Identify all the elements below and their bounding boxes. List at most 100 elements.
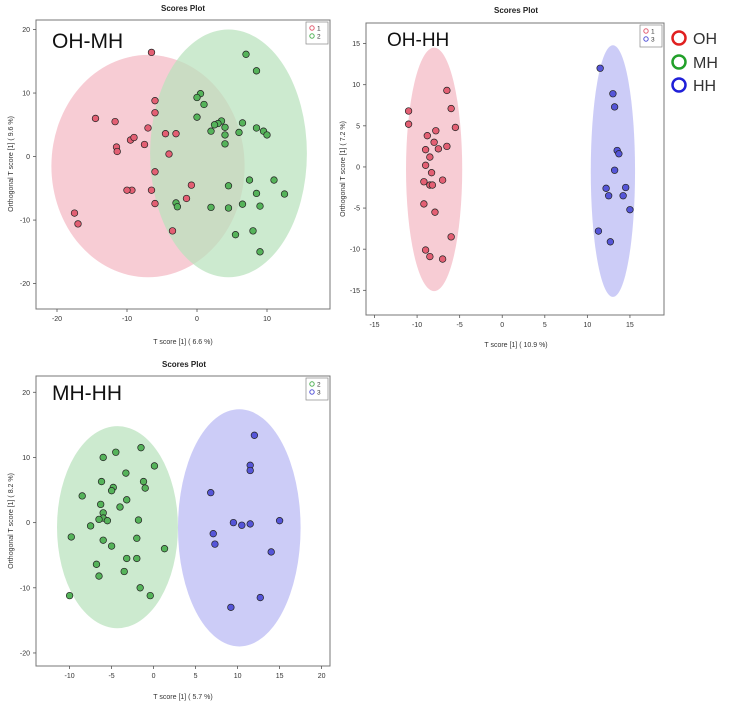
data-point-series-2	[238, 119, 247, 127]
x-tick-label: -10	[122, 316, 132, 323]
x-tick-label: 15	[276, 673, 284, 680]
data-point-series-1	[434, 145, 443, 153]
data-point-series-1	[438, 255, 447, 263]
y-tick-label: -10	[20, 218, 30, 225]
x-tick-label: 0	[195, 316, 199, 323]
data-point-series-1	[182, 194, 191, 203]
data-point-series-3	[246, 520, 254, 528]
data-point-series-1	[187, 181, 196, 189]
data-point-series-1	[70, 209, 79, 217]
point-layer	[65, 431, 284, 611]
group-legend: OH MH HH	[671, 30, 718, 95]
oh-marker-icon	[671, 30, 687, 46]
legend-marker-icon	[643, 36, 649, 42]
x-axis-label: T score [1] ( 10.9 %)	[484, 342, 547, 349]
data-point-series-2	[245, 176, 254, 184]
y-tick-label: -10	[20, 585, 30, 592]
data-point-series-2	[252, 189, 261, 198]
data-point-series-1	[443, 142, 451, 151]
data-point-series-2	[252, 67, 261, 75]
y-axis-label: Orthogonal T score [1] ( 8.2 %)	[8, 473, 15, 569]
data-point-series-2	[173, 203, 182, 211]
data-point-series-2	[207, 203, 215, 212]
data-point-series-2	[221, 140, 229, 148]
hh-marker-icon	[671, 77, 687, 93]
mh-marker-icon	[671, 54, 687, 70]
data-point-series-1	[420, 200, 428, 208]
data-point-series-1	[432, 127, 440, 135]
data-point-series-2	[86, 522, 95, 530]
data-point-series-1	[113, 147, 121, 156]
panel-label: MH-HH	[52, 382, 122, 405]
data-point-series-2	[123, 554, 131, 563]
group-legend-label: MH	[693, 55, 718, 72]
data-point-series-2	[231, 231, 240, 239]
data-point-series-1	[140, 140, 149, 149]
data-point-series-2	[256, 248, 264, 256]
x-tick-label: 20	[318, 673, 326, 680]
data-point-series-2	[252, 124, 261, 132]
data-point-series-2	[120, 567, 128, 576]
data-point-series-1	[420, 178, 428, 186]
legend-marker-icon	[309, 381, 315, 387]
x-tick-label: 5	[543, 322, 547, 329]
data-point-series-1	[426, 252, 434, 261]
x-tick-label: -5	[457, 322, 463, 329]
legend-label: 1	[651, 28, 655, 35]
data-point-series-2	[133, 534, 141, 542]
data-point-series-1	[428, 181, 437, 189]
data-point-series-2	[235, 128, 243, 137]
data-point-series-1	[147, 48, 156, 57]
data-point-series-2	[116, 503, 124, 511]
x-tick-label: 5	[194, 673, 198, 680]
y-tick-label: 5	[356, 123, 360, 130]
data-point-series-1	[427, 169, 436, 177]
x-tick-label: 10	[583, 322, 591, 329]
data-point-series-3	[250, 431, 259, 439]
x-tick-label: -10	[65, 673, 75, 680]
data-point-series-2	[137, 444, 145, 452]
series-legend: 12	[305, 21, 329, 45]
data-point-series-1	[421, 161, 430, 169]
data-point-series-1	[423, 132, 431, 140]
x-tick-label: 15	[626, 322, 634, 329]
data-point-series-3	[267, 548, 275, 556]
data-point-series-3	[610, 103, 619, 111]
x-axis-ticks: -15 -10 -5 0 5 10 15	[369, 315, 634, 329]
data-point-series-1	[151, 97, 159, 105]
data-point-series-2	[280, 190, 289, 198]
data-point-series-2	[249, 227, 257, 235]
data-point-series-1	[151, 199, 159, 208]
group-legend-item-hh: HH	[671, 77, 716, 95]
y-tick-label: 10	[22, 455, 30, 462]
y-tick-label: -15	[350, 288, 360, 295]
data-point-series-1	[430, 138, 438, 146]
data-point-series-2	[224, 182, 233, 190]
data-point-series-2	[92, 560, 101, 568]
data-point-series-2	[221, 131, 229, 139]
data-point-series-2	[146, 591, 154, 600]
group-legend-label: HH	[693, 78, 716, 95]
point-layer	[404, 64, 634, 263]
legend-marker-icon	[643, 28, 649, 34]
data-point-series-1	[404, 120, 413, 128]
confidence-ellipse-series-2	[150, 29, 307, 278]
panel-mh-hh: Scores Plot -10 -5 0 5 10 15 20 -20 -10 0 10 20 MH…	[8, 360, 331, 701]
data-point-series-2	[133, 554, 141, 563]
y-tick-label: 0	[26, 520, 30, 527]
legend-label: 1	[317, 25, 321, 32]
data-point-series-2	[193, 113, 201, 121]
data-point-series-3	[211, 540, 219, 548]
ellipse-layer	[51, 29, 307, 278]
x-tick-label: 0	[500, 322, 504, 329]
x-tick-label: 10	[234, 673, 242, 680]
data-point-series-1	[144, 124, 152, 132]
data-point-series-3	[227, 603, 235, 611]
point-layer	[70, 48, 289, 256]
data-point-series-2	[122, 469, 130, 477]
group-legend-item-oh: OH	[671, 30, 717, 48]
y-axis-label: Orthogonal T score [1] ( 9.6 %)	[8, 116, 15, 212]
data-point-series-1	[151, 168, 159, 176]
legend-label: 3	[651, 36, 655, 43]
